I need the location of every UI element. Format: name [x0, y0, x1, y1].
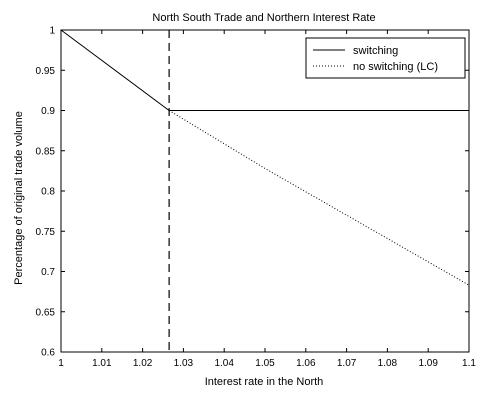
x-tick-label: 1.03 [174, 358, 194, 369]
y-tick-label: 0.6 [41, 348, 55, 359]
y-tick-label: 1 [49, 26, 55, 37]
chart-title: North South Trade and Northern Interest … [152, 12, 375, 24]
ticks: 1 1.01 1.02 1.03 1.04 1.05 1.06 1.07 1.08 1.09 1.1… [36, 26, 477, 370]
legend-box [305, 37, 466, 79]
y-tick-label: 0.8 [41, 187, 55, 198]
x-axis-label: Interest rate in the North [205, 376, 324, 388]
plot-area: 1 1.01 1.02 1.03 1.04 1.05 1.06 1.07 1.08 1.09 1.1… [36, 26, 477, 370]
x-tick-label: 1.07 [337, 358, 357, 369]
legend-label-switching: switching [353, 45, 398, 57]
axes-frame [60, 29, 470, 353]
x-tick-label: 1.04 [214, 358, 234, 369]
x-tick-label: 1.05 [255, 358, 275, 369]
y-tick-label: 0.7 [41, 267, 55, 278]
y-tick-label: 0.9 [41, 106, 55, 117]
x-tick-label: 1.02 [133, 358, 153, 369]
y-tick-label: 0.65 [36, 307, 56, 318]
series-line-no-switching [168, 110, 470, 286]
y-tick-label: 0.95 [36, 66, 56, 77]
y-tick-label: 0.75 [36, 227, 56, 238]
x-tick-label: 1 [58, 358, 64, 369]
legend: switching no switching (LC) [305, 37, 466, 79]
x-tick-label: 1.1 [462, 358, 476, 369]
y-tick-label: 0.85 [36, 146, 56, 157]
x-tick-label: 1.08 [378, 358, 398, 369]
y-axis-label: Percentage of original trade volume [13, 111, 25, 285]
x-tick-label: 1.01 [92, 358, 112, 369]
x-tick-label: 1.06 [296, 358, 316, 369]
series-lines [60, 29, 470, 352]
legend-label-no-switching: no switching (LC) [353, 61, 438, 73]
x-tick-label: 1.09 [418, 358, 438, 369]
